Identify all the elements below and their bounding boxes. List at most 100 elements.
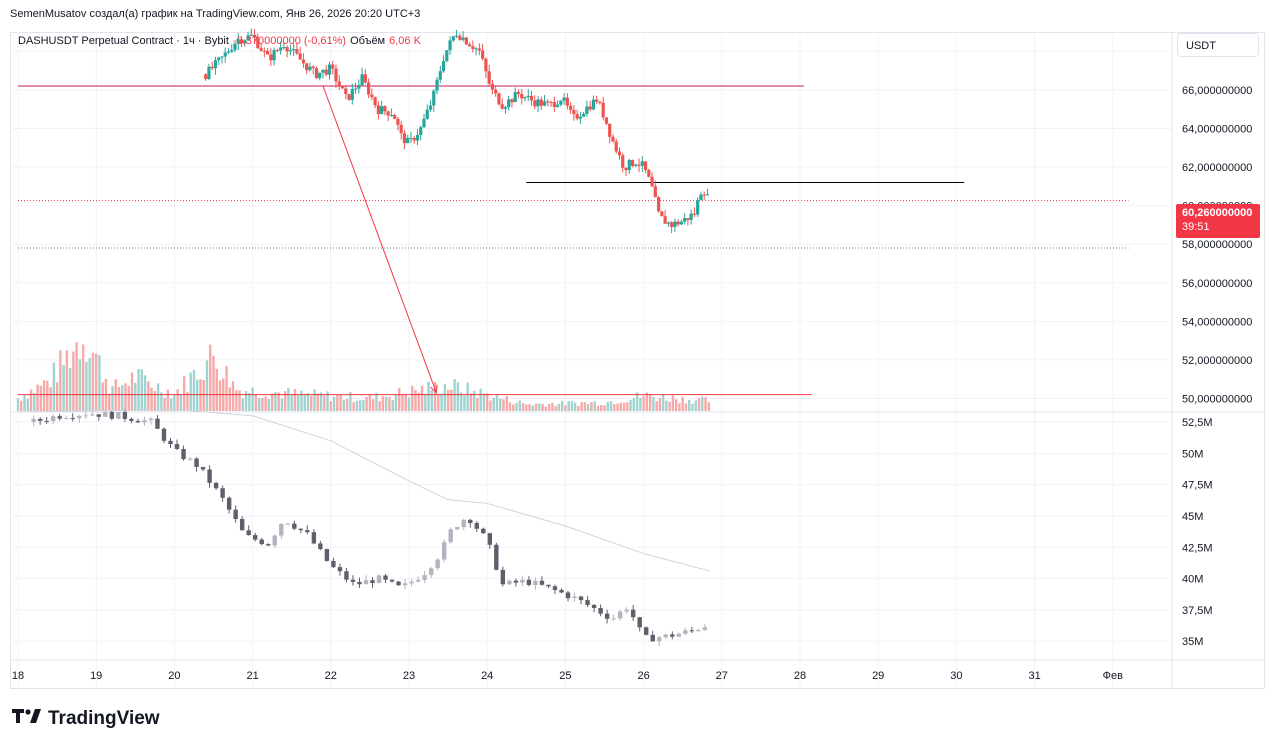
bar-countdown: 39:51 <box>1182 221 1210 233</box>
volume-bar <box>189 372 192 411</box>
index-candle-body <box>246 530 251 536</box>
price-candle-body <box>243 40 247 44</box>
price-candle-body <box>595 99 599 102</box>
price-candle-body <box>464 37 468 45</box>
volume-bar <box>225 366 228 411</box>
volume-bar <box>55 382 59 411</box>
price-candle-body <box>497 93 501 105</box>
index-candle-body <box>637 617 642 628</box>
volume-bar <box>39 385 43 411</box>
price-candle-body <box>611 136 615 142</box>
time-tick-label: 22 <box>325 670 337 682</box>
symbol-legend[interactable]: DASHUSDT Perpetual Contract · 1ч · Bybit… <box>18 35 421 47</box>
volume-label: Объём <box>350 35 386 47</box>
price-candle-body <box>471 46 475 49</box>
volume-bar <box>479 388 482 411</box>
volume-bar <box>192 370 196 411</box>
volume-bar <box>156 383 160 411</box>
volume-bar <box>49 387 52 411</box>
index-candle-body <box>383 575 388 580</box>
price-candle-body <box>376 105 380 115</box>
price-candle-body <box>637 164 641 166</box>
volume-bar <box>375 392 378 411</box>
index-tick-label: 40M <box>1182 574 1203 586</box>
price-candle-body <box>363 74 367 83</box>
volume-bar <box>62 364 65 411</box>
index-candle-body <box>539 580 545 585</box>
index-candle-body <box>500 569 506 585</box>
volume-bar <box>91 352 95 411</box>
volume-bar <box>68 368 72 411</box>
volume-bar <box>355 400 359 411</box>
volume-bar <box>241 398 245 411</box>
price-candle-body <box>500 104 504 109</box>
volume-bar <box>65 350 69 411</box>
volume-bar <box>352 402 355 411</box>
volume-bar <box>534 403 538 411</box>
volume-bar <box>368 394 372 411</box>
index-candle-body <box>376 575 382 584</box>
volume-bar <box>427 381 430 411</box>
price-candle-body <box>454 35 459 37</box>
price-candle-body <box>269 54 273 61</box>
volume-bar <box>495 394 499 411</box>
price-candle-body <box>591 99 596 110</box>
index-candle-body <box>135 420 141 423</box>
volume-bar <box>78 359 82 411</box>
price-candle-body <box>419 127 423 136</box>
volume-bar <box>270 393 274 411</box>
price-candle-body <box>389 115 394 117</box>
price-tick-label: 50,000000000 <box>1182 393 1252 405</box>
index-candle-body <box>31 418 36 423</box>
price-candle-body <box>311 66 315 69</box>
index-candle-body <box>389 579 395 582</box>
price-candle-body <box>614 141 618 152</box>
tradingview-logo-icon <box>12 708 42 730</box>
index-candle-body <box>644 627 649 635</box>
volume-bar <box>694 400 697 411</box>
volume-bar <box>345 398 349 411</box>
volume-bar <box>26 398 29 411</box>
price-candle-body <box>344 88 348 95</box>
symbol-name[interactable]: DASHUSDT Perpetual Contract · 1ч · Bybit <box>18 35 229 47</box>
volume-bar <box>300 390 303 411</box>
volume-bar <box>587 404 590 411</box>
volume-bar <box>554 405 557 411</box>
index-moving-average <box>17 408 711 572</box>
price-candle-body <box>318 72 322 79</box>
price-candle-body <box>210 66 214 69</box>
volume-bar <box>283 391 287 411</box>
volume-bar <box>681 396 684 411</box>
volume-bar <box>590 402 593 411</box>
currency-button[interactable]: USDT <box>1177 33 1259 57</box>
index-candle-body <box>37 418 43 421</box>
index-candle-body <box>298 528 304 531</box>
price-candle-body <box>393 115 397 119</box>
price-candle-body <box>656 197 661 212</box>
price-candle-body <box>670 222 674 227</box>
volume-bar <box>525 404 528 411</box>
price-candle-body <box>347 94 351 100</box>
index-candle-body <box>292 523 297 529</box>
price-candle-body <box>481 50 485 59</box>
tradingview-logo[interactable]: TradingView <box>12 708 160 730</box>
price-candle-body <box>279 47 283 51</box>
volume-bar <box>404 393 407 411</box>
price-candle-body <box>305 63 309 71</box>
price-candle-body <box>256 37 260 49</box>
price-candle-body <box>252 34 257 38</box>
index-candle-body <box>357 581 362 585</box>
index-candle-body <box>657 637 662 642</box>
price-candle-body <box>582 113 586 117</box>
volume-bar <box>319 392 323 411</box>
price-candle-body <box>409 137 413 139</box>
volume-bar <box>417 392 420 411</box>
index-candle-body <box>70 418 75 420</box>
index-candle-body <box>591 604 597 609</box>
index-candle-body <box>481 528 486 534</box>
volume-bar <box>303 394 306 411</box>
volume-bar <box>668 401 671 411</box>
index-candle-body <box>435 559 440 569</box>
index-candle-body <box>50 416 56 422</box>
